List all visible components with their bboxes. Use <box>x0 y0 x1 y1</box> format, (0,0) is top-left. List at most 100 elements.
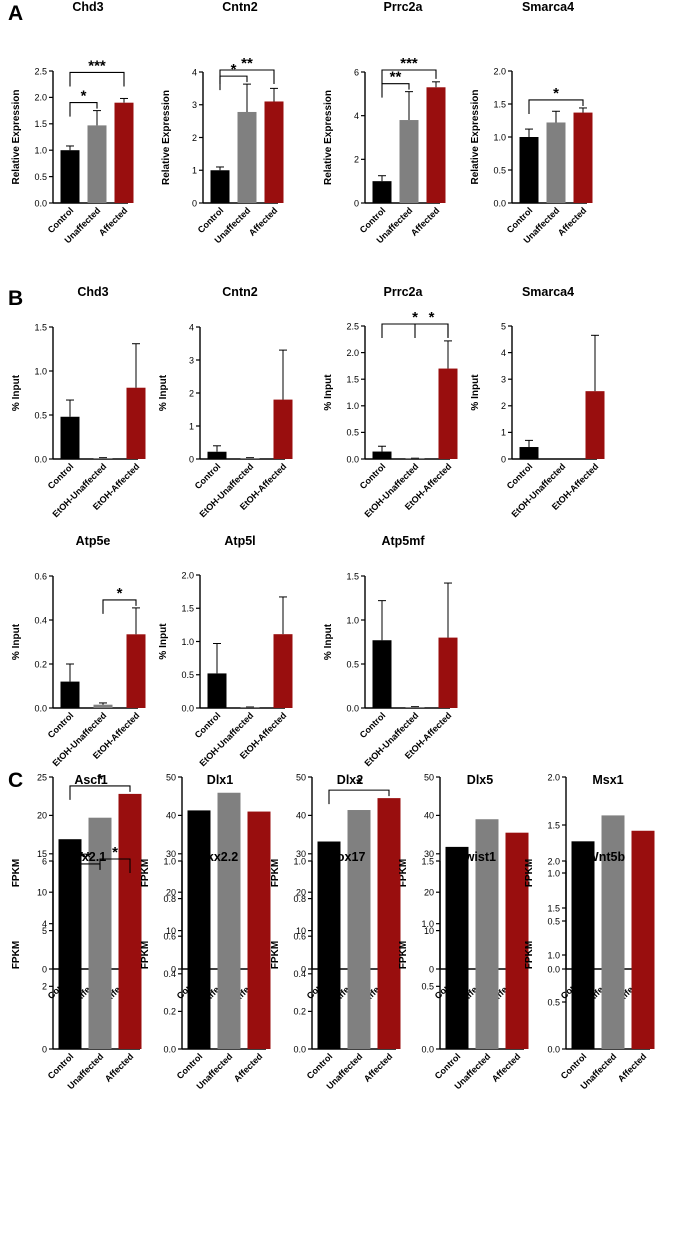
y-tick-label: 10 <box>424 926 434 936</box>
significance-label: * <box>81 88 87 105</box>
y-axis-label: % Input <box>11 374 22 411</box>
y-tick-label: 4 <box>189 322 194 332</box>
bar-control <box>372 181 392 203</box>
bar-unaffected <box>217 928 241 1049</box>
y-tick-label: 0.4 <box>34 615 47 625</box>
bar-control <box>519 447 539 459</box>
chart-title: Atp5e <box>76 534 111 548</box>
bar-unaffected <box>237 111 257 203</box>
y-tick-label: 1.0 <box>34 366 47 376</box>
y-tick-label: 1.0 <box>493 132 506 142</box>
bar-etoh-unaffected <box>93 704 113 708</box>
x-tick-label: Affected <box>556 205 589 238</box>
y-tick-label: 0.0 <box>34 703 47 713</box>
chart-title: Prrc2a <box>384 0 424 14</box>
y-tick-label: 1.5 <box>181 604 194 614</box>
y-tick-label: 15 <box>37 849 47 859</box>
significance-label: * <box>412 309 418 326</box>
y-axis-label: FPKM <box>11 859 22 887</box>
y-tick-label: 0.5 <box>346 659 359 669</box>
x-tick-label: Control <box>46 461 76 491</box>
y-tick-label: 2.5 <box>34 66 47 76</box>
bar-etoh-unaffected <box>405 458 425 459</box>
y-axis-label: % Input <box>470 374 481 411</box>
significance-label: ** <box>241 55 253 72</box>
y-tick-label: 1 <box>501 428 506 438</box>
significance-label: *** <box>400 55 418 72</box>
y-axis-label: FPKM <box>524 859 535 887</box>
y-tick-label: 1.0 <box>163 856 176 866</box>
bar-etoh-unaffected <box>240 458 260 459</box>
y-tick-label: 0.0 <box>163 1044 176 1054</box>
y-tick-label: 30 <box>166 849 176 859</box>
bar-control <box>445 877 469 1049</box>
bar-etoh-affected <box>126 634 146 708</box>
y-tick-label: 0.0 <box>493 198 506 208</box>
bar-unaffected <box>347 876 371 1049</box>
chart-title: Msx1 <box>592 773 623 787</box>
y-tick-label: 1.5 <box>493 99 506 109</box>
x-tick-label: Control <box>358 461 388 491</box>
x-tick-label: Control <box>46 1051 76 1081</box>
y-axis-label: FPKM <box>140 859 151 887</box>
bar-affected <box>426 87 446 203</box>
y-tick-label: 2.0 <box>346 348 359 358</box>
y-tick-label: 0.0 <box>547 1044 560 1054</box>
y-tick-label: 5 <box>42 926 47 936</box>
y-tick-label: 0.0 <box>547 964 560 974</box>
bar-affected <box>377 874 401 1049</box>
y-tick-label: 5 <box>501 321 506 331</box>
y-tick-label: 1.0 <box>293 856 306 866</box>
y-axis-label: % Input <box>323 374 334 411</box>
y-tick-label: 0.4 <box>163 969 176 979</box>
chart-a-chd3: Chd3 0.0 0.5 1.0 1.5 2.0 2.5 Relative Expressio… <box>11 0 134 245</box>
y-axis-label: % Input <box>323 623 334 660</box>
y-tick-label: 0 <box>301 964 306 974</box>
y-axis-label: FPKM <box>11 941 22 969</box>
y-tick-label: 0 <box>501 454 506 464</box>
bar-affected <box>505 893 529 1049</box>
chart-title: Twist1 <box>458 850 496 864</box>
significance-label: * <box>356 775 362 792</box>
y-tick-label: 40 <box>166 811 176 821</box>
chart-a-smarca4: Smarca4 0.0 0.5 1.0 1.5 2.0 Relative Expressio… <box>470 0 593 245</box>
y-tick-label: 25 <box>37 772 47 782</box>
bar-unaffected <box>546 122 566 203</box>
x-tick-label: Affected <box>490 1051 523 1084</box>
bar-control <box>58 839 82 969</box>
chart-title: Dlx1 <box>207 773 233 787</box>
y-tick-label: 6 <box>354 67 359 77</box>
significance-bracket <box>99 858 131 873</box>
y-tick-label: 0.5 <box>493 165 506 175</box>
y-tick-label: 2.0 <box>493 66 506 76</box>
chart-title: Sox17 <box>329 850 366 864</box>
bar-unaffected <box>399 120 419 203</box>
y-tick-label: 1.0 <box>34 146 47 156</box>
significance-bracket <box>219 69 275 84</box>
bar-etoh-affected <box>273 399 293 459</box>
significance-bracket <box>219 75 248 91</box>
chart-title: Atp5mf <box>381 534 425 548</box>
y-tick-label: 50 <box>166 772 176 782</box>
x-tick-label: Control <box>358 710 388 740</box>
x-tick-label: Control <box>193 710 223 740</box>
panel-label-a: A <box>8 2 23 25</box>
y-tick-label: 1.0 <box>346 615 359 625</box>
chart-c-sox17: Sox170.00.20.40.60.81.0FPKMControlUnaffe… <box>270 850 401 1091</box>
bar-affected <box>118 933 142 1049</box>
bar-etoh-affected <box>126 387 146 459</box>
bar-etoh-affected <box>438 637 458 708</box>
chart-title: Nkx2.2 <box>198 850 238 864</box>
bar-etoh-affected <box>585 391 605 459</box>
bar-etoh-affected <box>438 368 458 459</box>
y-tick-label: 0 <box>171 964 176 974</box>
y-tick-label: 1.5 <box>34 322 47 332</box>
y-tick-label: 2 <box>501 401 506 411</box>
chart-title: Nkx2.1 <box>66 850 106 864</box>
y-tick-label: 1.0 <box>181 637 194 647</box>
significance-bracket <box>381 69 437 84</box>
